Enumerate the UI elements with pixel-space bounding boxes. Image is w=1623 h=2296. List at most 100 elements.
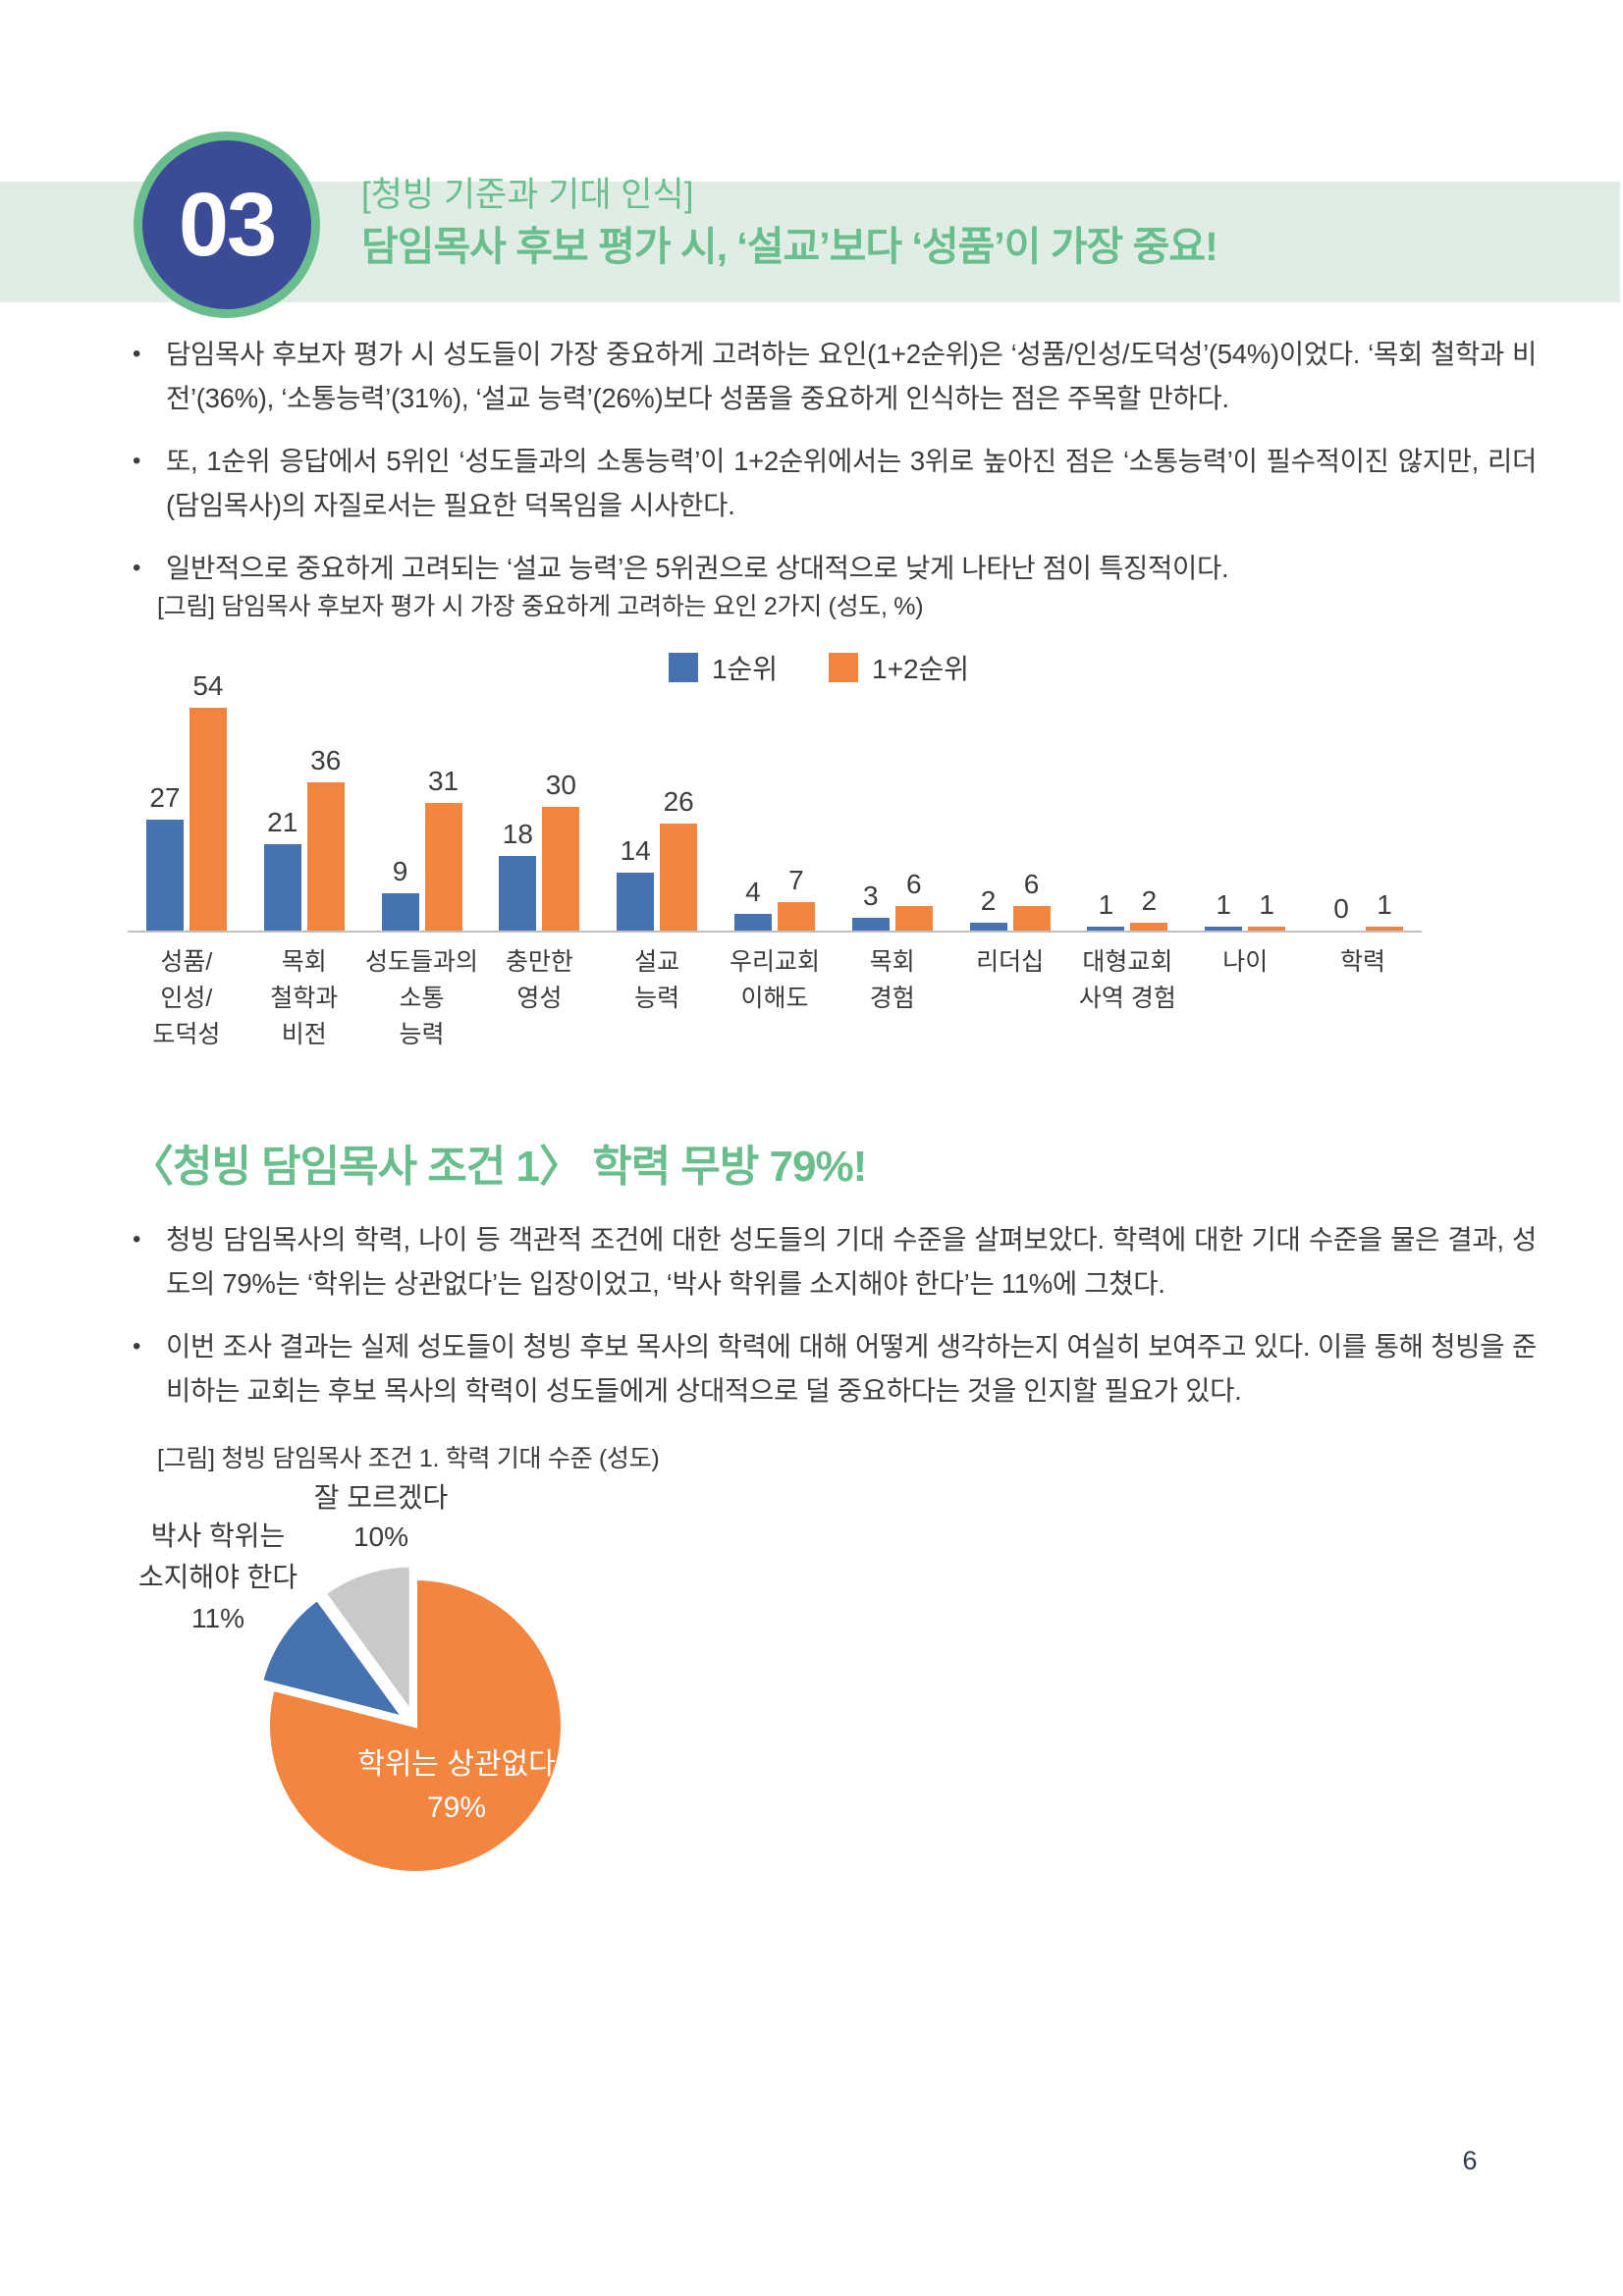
bullet-marker: • — [133, 1333, 141, 1360]
bar-value-label: 18 — [502, 819, 533, 850]
bar-category-line: 인성/ — [160, 985, 213, 1012]
bullet-marker: • — [133, 341, 141, 367]
bar — [660, 823, 698, 931]
bar-rank1: 14 — [617, 835, 655, 931]
bar — [894, 905, 933, 931]
bullet-item: • 일반적으로 중요하게 고려되는 ‘설교 능력’은 5위권으로 상대적으로 낮게… — [131, 546, 1537, 590]
pie-label-line: 박사 학위는 — [150, 1521, 286, 1551]
bar-category-line: 충만한 — [505, 948, 573, 976]
bar-category-line: 소통 — [399, 985, 445, 1012]
bar-value-label: 2 — [980, 884, 997, 916]
bar-category-line: 목회 — [281, 948, 327, 976]
bar-category-label: 나이 — [1186, 944, 1304, 1053]
pie-label-dont-know: 잘 모르겠다 10% — [263, 1478, 499, 1557]
bar-rank1plus2: 26 — [660, 786, 698, 931]
bar-value-label: 4 — [745, 877, 761, 908]
bar — [145, 819, 184, 931]
bar-value-label: 21 — [267, 806, 298, 837]
bar-rank1: 27 — [145, 782, 184, 931]
bullet-marker: • — [133, 448, 141, 474]
bullet-marker: • — [133, 555, 141, 581]
bullet-item: • 청빙 담임목사의 학력, 나이 등 객관적 조건에 대한 성도들의 기대 수준… — [131, 1217, 1537, 1306]
bar — [542, 807, 580, 931]
bar-category-label: 설교 능력 — [598, 944, 716, 1053]
bar-rank1plus2: 54 — [189, 670, 227, 931]
pie-slice — [321, 1563, 413, 1719]
bar — [381, 893, 419, 931]
bar — [499, 856, 537, 931]
bar-rank1plus2: 31 — [424, 766, 462, 931]
bar-plot: 27 54 21 36 9 31 18 30 14 26 4 7 3 6 2 6 1 2 1 1 0 1 — [128, 646, 1422, 933]
bar-rank1plus2: 36 — [306, 745, 345, 931]
bullet-item: • 이번 조사 결과는 실제 성도들이 청빙 후보 목사의 학력에 대해 어떻게 … — [131, 1324, 1537, 1413]
bar-category-label: 성도들과의 소통 능력 — [363, 944, 481, 1053]
pie-label-line: 잘 모르겠다 — [313, 1482, 449, 1513]
legend-swatch — [829, 653, 859, 682]
page-number: 6 — [1462, 2146, 1478, 2175]
pie-label-no-degree: 학위는 상관없다 79% — [299, 1743, 614, 1830]
chapter-number: 03 — [178, 175, 277, 275]
bar-category-label: 목회 철학과 비전 — [245, 944, 363, 1053]
bar-chart-legend: 1순위 1+2순위 — [172, 648, 1466, 687]
bar-category-label: 대형교회 사역 경험 — [1069, 944, 1187, 1053]
bar — [263, 843, 301, 931]
bar-category-line: 능력 — [399, 1021, 445, 1048]
legend-item: 1+2순위 — [829, 648, 969, 687]
bar — [1130, 922, 1168, 931]
legend-swatch — [668, 653, 698, 682]
bar-category-line: 학력 — [1340, 948, 1386, 976]
bar-category-line: 비전 — [281, 1021, 327, 1048]
bar-category-labels: 성품/인성/도덕성 목회 철학과 비전 성도들과의 소통 능력 충만한 영성 설교 능력 우리교회 이해… — [128, 944, 1422, 1053]
bar-value-label: 1 — [1216, 888, 1231, 920]
pie-svg — [258, 1563, 565, 1875]
bullet-item: • 또, 1순위 응답에서 5위인 ‘성도들과의 소통능력’이 1+2순위에서는 … — [131, 439, 1537, 527]
bar-category-line: 우리교회 — [729, 948, 820, 976]
bar-rank1plus2: 2 — [1130, 884, 1168, 931]
bar — [969, 922, 1007, 931]
pie-slice — [258, 1595, 409, 1722]
bar — [777, 901, 815, 931]
bar-value-label: 1 — [1377, 888, 1392, 920]
bar-category-label: 학력 — [1304, 944, 1422, 1053]
pie-chart: 잘 모르겠다 10% 박사 학위는 소지해야 한다 11% 학위는 상관없다 79% — [98, 1468, 864, 1959]
bar-rank1: 2 — [969, 884, 1007, 931]
bar-category-line: 나이 — [1222, 948, 1269, 976]
chapter-number-badge: 03 — [134, 132, 320, 318]
bar-category-label: 리더십 — [951, 944, 1069, 1053]
bar-group: 14 26 — [598, 646, 716, 931]
bar — [1366, 926, 1404, 931]
bar-rank1plus2: 7 — [777, 864, 815, 931]
legend-label: 1+2순위 — [872, 654, 970, 684]
chapter-titles: [청빙 기준과 기대 인식] 담임목사 후보 평가 시, ‘설교’보다 ‘성품’… — [361, 172, 1218, 274]
bar-value-label: 0 — [1333, 893, 1349, 924]
pie-label-doctorate: 박사 학위는 소지해야 한다 11% — [98, 1516, 338, 1639]
bullet-item: • 담임목사 후보자 평가 시 성도들이 가장 중요하게 고려하는 요인(1+2순… — [131, 332, 1537, 420]
bar-value-label: 1 — [1259, 888, 1274, 920]
bar — [851, 918, 890, 931]
bar-value-label: 6 — [905, 868, 922, 899]
degree-findings-list: • 청빙 담임목사의 학력, 나이 등 객관적 조건에 대한 성도들의 기대 수준… — [131, 1217, 1537, 1431]
bar-rank1: 3 — [851, 881, 890, 931]
bar-category-line: 경험 — [869, 985, 915, 1012]
bar-category-label: 성품/인성/도덕성 — [128, 944, 245, 1053]
pie-label-pct: 10% — [352, 1522, 409, 1552]
bullet-text: 청빙 담임목사의 학력, 나이 등 객관적 조건에 대한 성도들의 기대 수준을… — [166, 1224, 1537, 1299]
legend-item: 1순위 — [668, 648, 778, 687]
bar-category-line: 설교 — [634, 948, 680, 976]
bar-category-line: 성품/ — [160, 948, 213, 976]
pie-slice — [266, 1575, 565, 1875]
bar-value-label: 1 — [1098, 888, 1114, 920]
bar-category-label: 충만한 영성 — [480, 944, 598, 1053]
bar-value-label: 2 — [1141, 884, 1158, 916]
bar-group: 27 54 — [128, 646, 245, 931]
bar-group: 9 31 — [363, 646, 481, 931]
bar-value-label: 7 — [788, 864, 804, 895]
bar-chart-caption: [그림] 담임목사 후보자 평가 시 가장 중요하게 고려하는 요인 2가지 (… — [157, 593, 924, 620]
bar — [1205, 926, 1243, 931]
